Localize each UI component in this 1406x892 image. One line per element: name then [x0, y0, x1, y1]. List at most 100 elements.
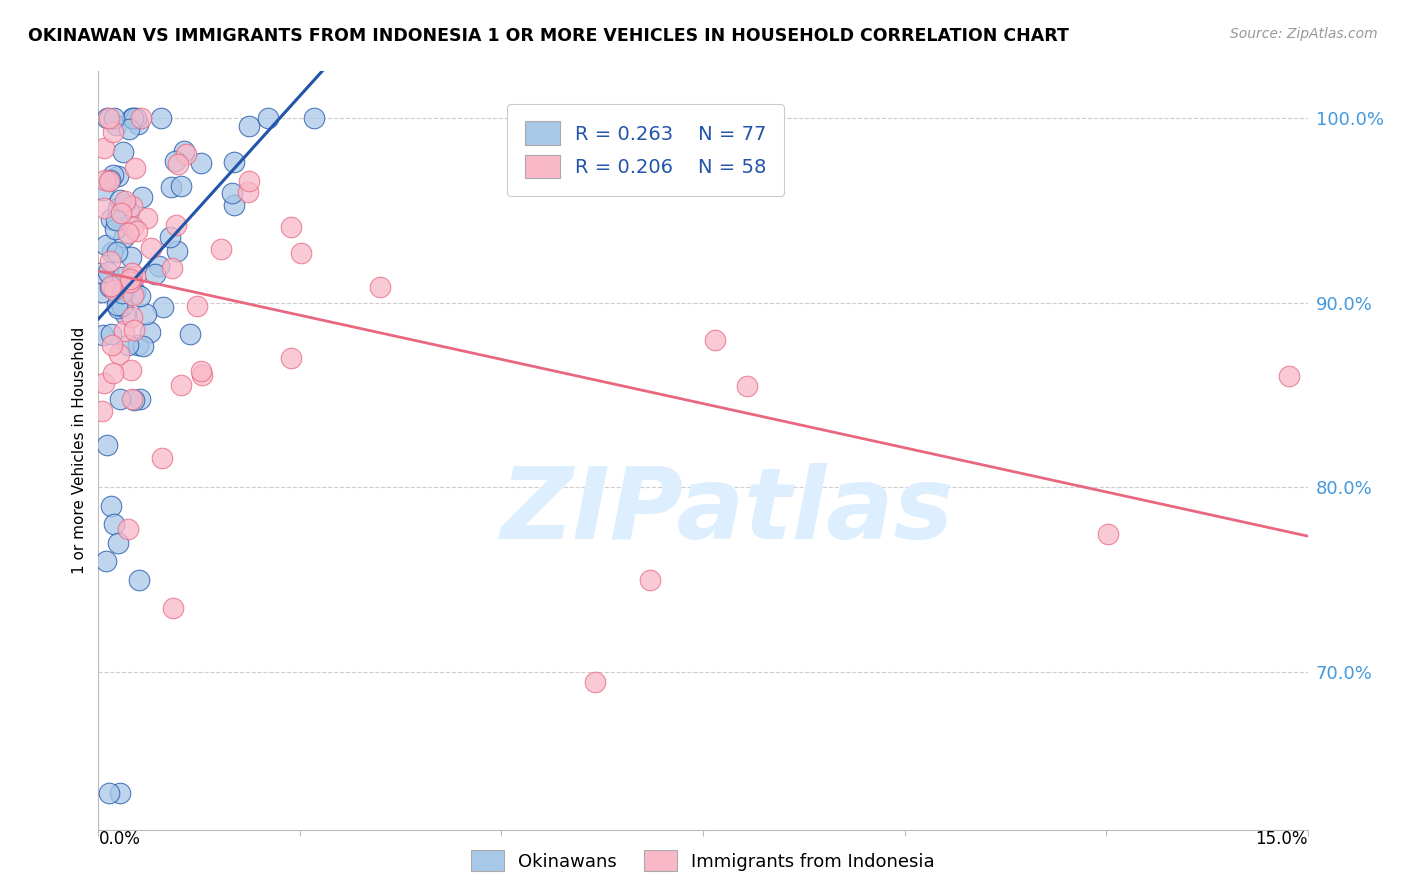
Point	[280, 220, 302, 235]
Point	[107, 301, 129, 315]
Point	[209, 242, 232, 256]
Point	[103, 283, 125, 297]
Point	[96, 111, 118, 125]
Point	[111, 285, 134, 300]
Point	[118, 122, 141, 136]
Point	[124, 285, 146, 299]
Point	[121, 287, 143, 301]
Point	[107, 536, 129, 550]
Point	[103, 111, 125, 125]
Point	[105, 118, 128, 132]
Point	[166, 244, 188, 258]
Point	[112, 229, 135, 244]
Y-axis label: 1 or more Vehicles in Household: 1 or more Vehicles in Household	[72, 326, 87, 574]
Point	[121, 274, 143, 288]
Point	[112, 324, 135, 338]
Point	[179, 326, 201, 341]
Point	[256, 111, 278, 125]
Point	[108, 786, 131, 800]
Point	[139, 325, 162, 339]
Point	[139, 241, 162, 255]
Point	[108, 392, 131, 407]
Point	[98, 172, 121, 186]
Point	[122, 393, 145, 408]
Point	[735, 378, 758, 392]
Point	[117, 226, 139, 240]
Point	[105, 244, 128, 259]
Point	[120, 272, 142, 286]
Point	[91, 328, 114, 343]
Point	[124, 161, 146, 175]
Point	[128, 573, 150, 587]
Point	[118, 277, 141, 291]
Point	[117, 337, 139, 351]
Point	[93, 141, 115, 155]
Point	[103, 366, 125, 380]
Point	[105, 212, 128, 227]
Point	[703, 333, 725, 347]
Point	[173, 145, 195, 159]
Point	[121, 199, 143, 213]
Point	[167, 157, 190, 171]
Point	[583, 674, 606, 689]
Point	[170, 179, 193, 194]
Point	[122, 323, 145, 337]
Point	[131, 190, 153, 204]
Point	[89, 267, 111, 281]
Point	[159, 230, 181, 244]
Point	[100, 338, 122, 352]
Point	[124, 269, 146, 284]
Point	[107, 201, 129, 215]
Point	[96, 437, 118, 451]
Point	[135, 307, 157, 321]
Text: OKINAWAN VS IMMIGRANTS FROM INDONESIA 1 OR MORE VEHICLES IN HOUSEHOLD CORRELATIO: OKINAWAN VS IMMIGRANTS FROM INDONESIA 1 …	[28, 27, 1069, 45]
Point	[132, 339, 155, 353]
Point	[97, 264, 120, 278]
Point	[160, 260, 183, 275]
Point	[136, 211, 159, 225]
Point	[290, 245, 312, 260]
Point	[108, 347, 131, 361]
Point	[107, 298, 129, 312]
Point	[111, 270, 134, 285]
Point	[114, 196, 136, 211]
Point	[103, 517, 125, 532]
Point	[149, 111, 172, 125]
Legend: R = 0.263    N = 77, R = 0.206    N = 58: R = 0.263 N = 77, R = 0.206 N = 58	[508, 103, 785, 196]
Text: ZIPatlas: ZIPatlas	[501, 463, 953, 559]
Point	[111, 299, 134, 313]
Point	[190, 364, 212, 378]
Point	[162, 600, 184, 615]
Point	[120, 250, 142, 264]
Point	[98, 254, 121, 268]
Point	[98, 279, 121, 293]
Point	[107, 169, 129, 183]
Point	[129, 111, 152, 125]
Point	[111, 145, 134, 159]
Point	[117, 522, 139, 536]
Point	[121, 392, 143, 406]
Point	[110, 206, 132, 220]
Point	[94, 173, 117, 187]
Point	[127, 224, 149, 238]
Point	[118, 204, 141, 219]
Point	[91, 404, 114, 418]
Point	[129, 289, 152, 303]
Point	[101, 125, 124, 139]
Point	[238, 174, 260, 188]
Point	[93, 202, 115, 216]
Point	[118, 275, 141, 289]
Point	[280, 351, 302, 365]
Point	[129, 392, 152, 406]
Text: Source: ZipAtlas.com: Source: ZipAtlas.com	[1230, 27, 1378, 41]
Point	[1097, 526, 1119, 541]
Point	[103, 168, 125, 182]
Point	[221, 186, 243, 200]
Point	[96, 238, 118, 252]
Point	[236, 186, 259, 200]
Point	[100, 278, 122, 293]
Text: 15.0%: 15.0%	[1256, 830, 1308, 847]
Point	[121, 310, 143, 324]
Point	[122, 111, 145, 125]
Point	[93, 376, 115, 390]
